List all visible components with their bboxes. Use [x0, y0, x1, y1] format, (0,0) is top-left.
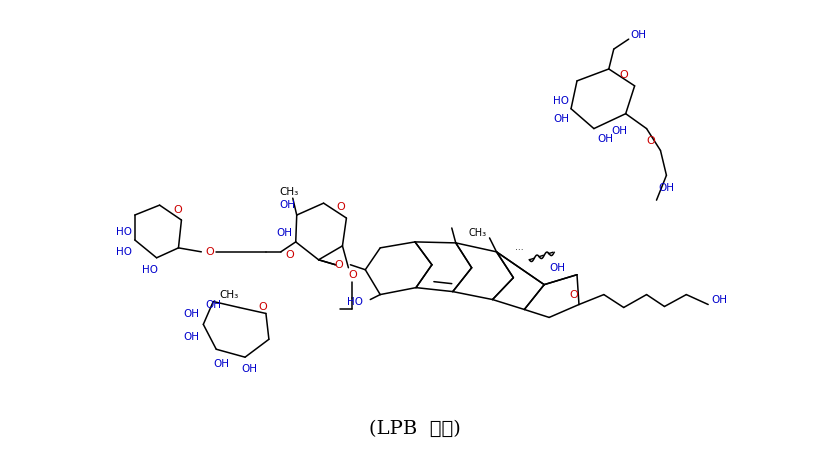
Text: O: O [348, 270, 357, 280]
Text: HO: HO [115, 227, 132, 237]
Text: (LPB  구조): (LPB 구조) [369, 420, 461, 438]
Text: OH: OH [612, 125, 627, 136]
Text: OH: OH [553, 114, 569, 124]
Text: OH: OH [183, 332, 199, 342]
Text: OH: OH [205, 299, 222, 309]
Text: CH₃: CH₃ [279, 187, 299, 197]
Text: CH₃: CH₃ [468, 228, 486, 238]
Text: O: O [336, 202, 344, 212]
Text: OH: OH [213, 359, 229, 369]
Text: OH: OH [658, 183, 675, 193]
Text: O: O [619, 70, 628, 80]
Text: HO: HO [115, 247, 132, 257]
Text: HO: HO [347, 296, 364, 307]
Text: HO: HO [142, 265, 158, 275]
Text: OH: OH [183, 309, 199, 319]
Text: OH: OH [711, 295, 727, 304]
Text: O: O [285, 250, 294, 260]
Text: ...: ... [515, 244, 524, 253]
Text: O: O [334, 260, 344, 270]
Text: O: O [259, 303, 267, 313]
Text: O: O [647, 136, 655, 146]
Text: OH: OH [280, 200, 295, 210]
Text: O: O [205, 247, 213, 257]
Text: OH: OH [276, 228, 293, 238]
Text: OH: OH [549, 263, 565, 273]
Text: OH: OH [241, 364, 257, 374]
Text: CH₃: CH₃ [219, 290, 239, 299]
Text: O: O [173, 205, 182, 215]
Text: OH: OH [598, 133, 614, 143]
Text: HO: HO [553, 96, 569, 106]
Text: O: O [569, 290, 579, 299]
Text: OH: OH [631, 30, 647, 40]
